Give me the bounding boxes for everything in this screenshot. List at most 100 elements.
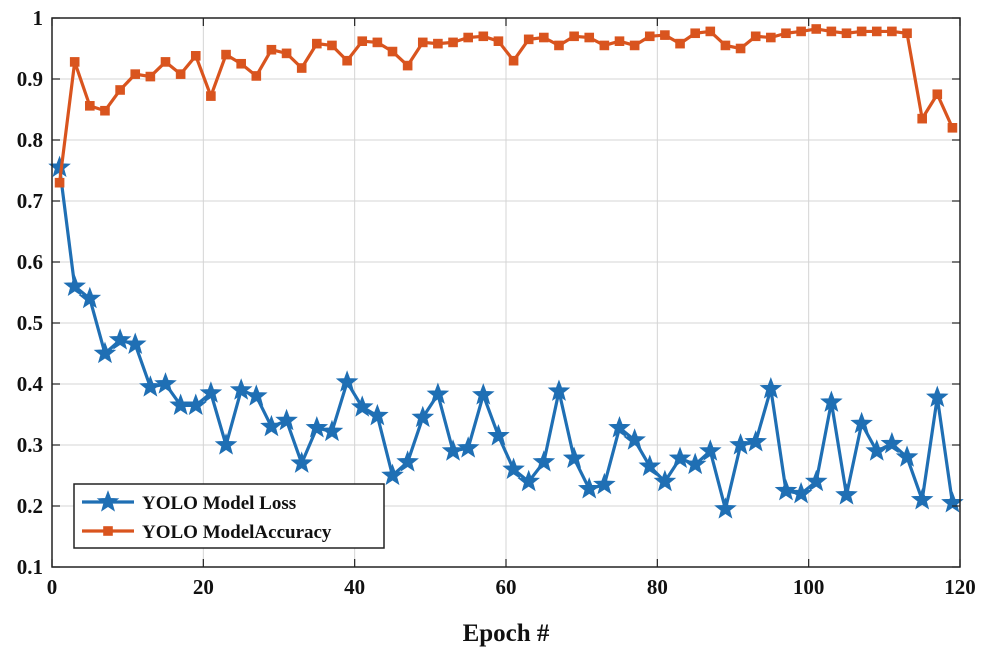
- x-tick-label: 100: [793, 575, 825, 599]
- accuracy-point: [811, 24, 822, 34]
- accuracy-point: [433, 38, 443, 49]
- accuracy-point: [190, 51, 201, 61]
- x-axis-title: Epoch #: [463, 620, 550, 647]
- accuracy-point: [705, 26, 716, 37]
- accuracy-point: [584, 32, 595, 43]
- loss-point: [789, 481, 813, 504]
- accuracy-point: [781, 28, 791, 39]
- loss-point: [487, 423, 510, 446]
- loss-point: [926, 385, 949, 408]
- series-loss: [48, 155, 964, 519]
- accuracy-point: [690, 28, 700, 39]
- loss-point: [562, 446, 586, 469]
- accuracy-point: [160, 57, 171, 67]
- accuracy-point: [841, 28, 852, 39]
- accuracy-point: [387, 46, 398, 57]
- loss-point: [275, 408, 298, 431]
- accuracy-point: [750, 31, 761, 42]
- loss-point: [623, 428, 646, 450]
- accuracy-point: [417, 37, 428, 48]
- loss-point: [245, 384, 268, 406]
- loss-point: [108, 328, 132, 350]
- accuracy-point: [902, 28, 912, 39]
- accuracy-point: [130, 69, 141, 79]
- accuracy-point: [175, 69, 186, 79]
- loss-point: [850, 411, 873, 434]
- accuracy-point: [463, 32, 473, 43]
- loss-point: [653, 469, 677, 492]
- legend-marker: [96, 490, 120, 512]
- legend-label: YOLO Model Loss: [142, 493, 296, 514]
- loss-point: [532, 450, 556, 472]
- accuracy-point: [917, 113, 927, 124]
- legend-item: YOLO Model Loss: [82, 490, 296, 514]
- accuracy-point: [660, 30, 670, 40]
- accuracy-point: [145, 71, 156, 82]
- loss-point: [381, 463, 404, 486]
- loss-point: [774, 478, 798, 501]
- accuracy-point: [493, 36, 504, 46]
- accuracy-point: [856, 26, 867, 37]
- accuracy-point: [372, 37, 383, 48]
- accuracy-point: [569, 31, 579, 42]
- accuracy-point: [508, 55, 519, 66]
- accuracy-point: [312, 38, 322, 49]
- accuracy-point: [85, 101, 95, 111]
- loss-point: [93, 341, 117, 364]
- loss-point: [260, 414, 283, 437]
- loss-point: [593, 472, 616, 495]
- accuracy-point: [221, 49, 231, 60]
- loss-point: [880, 431, 904, 454]
- loss-point: [683, 452, 707, 475]
- loss-point: [472, 383, 495, 405]
- accuracy-point: [206, 91, 216, 101]
- loss-point: [305, 416, 329, 438]
- accuracy-point: [614, 36, 625, 46]
- loss-point: [139, 375, 162, 397]
- y-tick-label: 0.7: [17, 189, 43, 213]
- accuracy-point: [115, 85, 125, 95]
- loss-point: [668, 446, 692, 469]
- series-accuracy: [54, 24, 958, 188]
- accuracy-point: [871, 26, 882, 37]
- loss-point: [835, 483, 858, 505]
- accuracy-point: [327, 40, 337, 51]
- loss-point: [441, 439, 465, 461]
- accuracy-point: [342, 55, 352, 66]
- loss-point: [714, 497, 737, 519]
- loss-point: [229, 378, 253, 400]
- legend-label: YOLO ModelAccuracy: [142, 522, 332, 543]
- loss-point: [517, 469, 540, 492]
- loss-point: [759, 377, 783, 399]
- x-tick-label: 20: [193, 575, 214, 599]
- accuracy-point: [251, 71, 262, 81]
- legend-marker: [103, 526, 113, 536]
- loss-point: [320, 419, 344, 442]
- accuracy-point: [629, 40, 640, 51]
- accuracy-point: [402, 60, 413, 71]
- y-tick-label: 0.1: [17, 555, 43, 579]
- loss-point: [290, 451, 313, 473]
- accuracy-point: [826, 26, 837, 37]
- loss-point: [411, 405, 435, 428]
- accuracy-point: [448, 37, 458, 48]
- accuracy-point: [735, 43, 746, 54]
- legend-box: [73, 483, 385, 549]
- accuracy-point: [539, 32, 549, 43]
- loss-point: [502, 457, 525, 479]
- loss-point: [638, 454, 662, 476]
- accuracy-point: [644, 31, 655, 42]
- y-tick-label: 0.9: [17, 67, 43, 91]
- accuracy-point: [69, 57, 80, 67]
- loss-point: [184, 393, 208, 415]
- accuracy-point: [887, 26, 897, 37]
- loss-point: [199, 381, 223, 403]
- accuracy-point: [296, 63, 307, 73]
- accuracy-point: [523, 34, 534, 45]
- accuracy-point: [599, 40, 610, 51]
- loss-point: [456, 436, 480, 458]
- x-tick-label: 60: [496, 575, 517, 599]
- y-tick-label: 1: [33, 6, 44, 30]
- loss-point: [820, 390, 843, 412]
